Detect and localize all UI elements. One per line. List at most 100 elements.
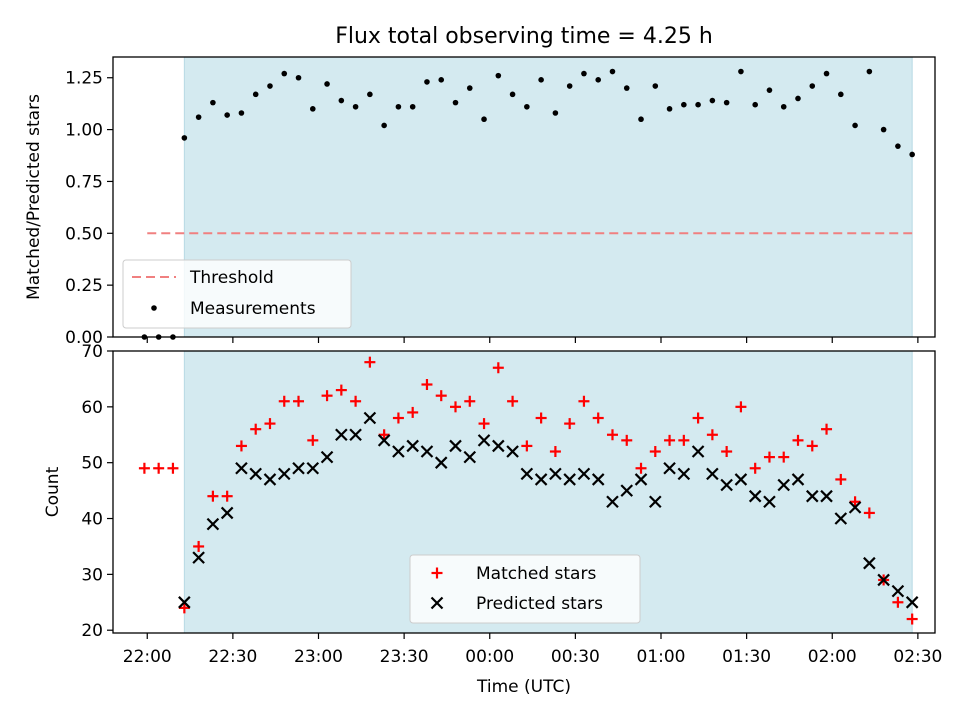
- measurement-point: [595, 77, 602, 83]
- predicted-star-marker: [249, 467, 262, 481]
- predicted-star-marker: [677, 467, 691, 481]
- predicted-star-marker: [306, 461, 320, 475]
- x-axis-ticks: [146, 337, 919, 343]
- predicted-star-marker: [834, 512, 848, 525]
- measurement-point: [210, 99, 216, 106]
- predicted-star-marker: [577, 467, 591, 481]
- measurement-point: [381, 122, 387, 129]
- measurement-point: [666, 106, 673, 112]
- y-tick-label: 70: [81, 342, 103, 362]
- y-tick-label: 1.25: [65, 69, 103, 89]
- matched-star-marker: [578, 395, 590, 407]
- matched-star-marker: [278, 395, 290, 407]
- measurement-point: [267, 83, 273, 89]
- predicted-star-marker: [791, 473, 805, 486]
- predicted-star-marker: [192, 551, 205, 564]
- measurement-point: [681, 101, 687, 108]
- matched-star-marker: [167, 462, 179, 474]
- matched-star-marker: [535, 412, 547, 424]
- legend-threshold-label: Threshold: [189, 268, 274, 288]
- measurement-point: [623, 85, 630, 91]
- matched-star-marker: [621, 434, 633, 446]
- matched-star-marker: [549, 446, 561, 458]
- predicted-star-marker: [477, 434, 491, 447]
- predicted-star-marker: [449, 439, 462, 453]
- predicted-star-marker: [434, 456, 448, 469]
- y-tick-label: 0.75: [65, 172, 103, 192]
- measurement-point: [838, 91, 844, 98]
- y-tick-label: 1.00: [65, 121, 103, 141]
- matched-star-marker: [692, 412, 704, 424]
- legend-predicted-swatch: [430, 596, 444, 610]
- matched-star-markers: [138, 356, 918, 625]
- legend-measurement-swatch: [151, 305, 157, 311]
- predicted-star-marker: [777, 478, 791, 492]
- count-panel: 20 30 40 50 60 70 22:00 22:30 23:00 23:30 00:00 00…: [43, 342, 942, 697]
- x-axis-ticks: 22:00 22:30 23:00 23:30 00:00 00:30 01:00 01:30…: [123, 633, 942, 667]
- matched-star-marker: [407, 406, 419, 418]
- x-tick-label: 02:00: [808, 647, 857, 667]
- predicted-star-marker: [178, 596, 191, 609]
- predicted-star-marker: [335, 428, 348, 442]
- measurement-point: [738, 68, 744, 75]
- predicted-star-marker: [848, 501, 862, 514]
- predicted-star-marker: [734, 473, 748, 486]
- measurement-point: [409, 103, 416, 110]
- measurement-point: [395, 103, 402, 110]
- predicted-star-marker: [220, 506, 234, 520]
- matched-star-marker: [464, 395, 476, 407]
- x-tick-label: 22:00: [123, 647, 172, 667]
- legend-x-marker: [430, 596, 444, 610]
- matched-star-marker: [749, 462, 761, 474]
- predicted-star-marker: [805, 489, 819, 503]
- matched-star-marker: [335, 384, 347, 396]
- matched-star-marker: [706, 429, 718, 441]
- count-legend: Matched stars Predicted stars: [409, 554, 641, 624]
- predicted-star-marker: [492, 439, 505, 453]
- matched-star-marker: [450, 401, 461, 413]
- predicted-star-marker: [320, 450, 334, 464]
- predicted-star-marker: [377, 434, 391, 447]
- matched-star-marker: [835, 473, 847, 485]
- measurement-point: [538, 77, 544, 83]
- matched-star-marker: [321, 390, 333, 402]
- matched-star-marker: [806, 440, 818, 452]
- predicted-star-marker: [877, 573, 890, 587]
- measurement-point: [809, 83, 816, 89]
- x-tick-label: 22:30: [208, 647, 257, 667]
- predicted-star-marker: [363, 411, 377, 425]
- matched-star-marker: [521, 440, 533, 452]
- y-tick-label: 20: [81, 621, 103, 641]
- predicted-star-marker: [691, 445, 705, 458]
- predicted-star-marker: [720, 478, 733, 492]
- matched-star-marker: [307, 434, 319, 446]
- matched-star-marker: [193, 540, 205, 552]
- measurement-point: [509, 91, 516, 98]
- predicted-star-marker: [863, 556, 876, 570]
- measurement-point: [524, 103, 530, 110]
- chart-title: Flux total observing time = 4.25 h: [335, 24, 713, 49]
- y-tick-label: 60: [81, 398, 103, 418]
- predicted-star-marker: [235, 461, 248, 475]
- ratio-panel: 0.00 0.25 0.50 0.75 1.00 1.25 Matched/Predict…: [24, 56, 936, 348]
- matched-star-marker: [721, 446, 733, 458]
- measurement-point: [581, 70, 587, 77]
- measurement-point: [652, 83, 659, 89]
- matched-star-marker: [235, 440, 247, 452]
- predicted-star-marker: [349, 428, 362, 442]
- x-tick-label: 00:00: [465, 647, 514, 667]
- x-tick-label: 02:30: [893, 647, 942, 667]
- measurement-point: [780, 103, 787, 110]
- measurement-point: [252, 91, 259, 98]
- matched-star-marker: [564, 418, 576, 430]
- x-axis-label: Time (UTC): [476, 677, 571, 697]
- predicted-star-marker: [206, 517, 220, 531]
- predicted-star-marker: [606, 495, 619, 509]
- predicted-star-marker: [263, 473, 277, 486]
- matched-star-marker: [478, 418, 490, 430]
- legend-measurements-label: Measurements: [190, 299, 316, 319]
- matched-star-marker: [792, 434, 804, 446]
- y-axis-ticks: 0.00 0.25 0.50 0.75 1.00 1.25: [65, 69, 113, 348]
- predicted-star-marker: [663, 461, 676, 475]
- matched-star-marker: [207, 490, 219, 502]
